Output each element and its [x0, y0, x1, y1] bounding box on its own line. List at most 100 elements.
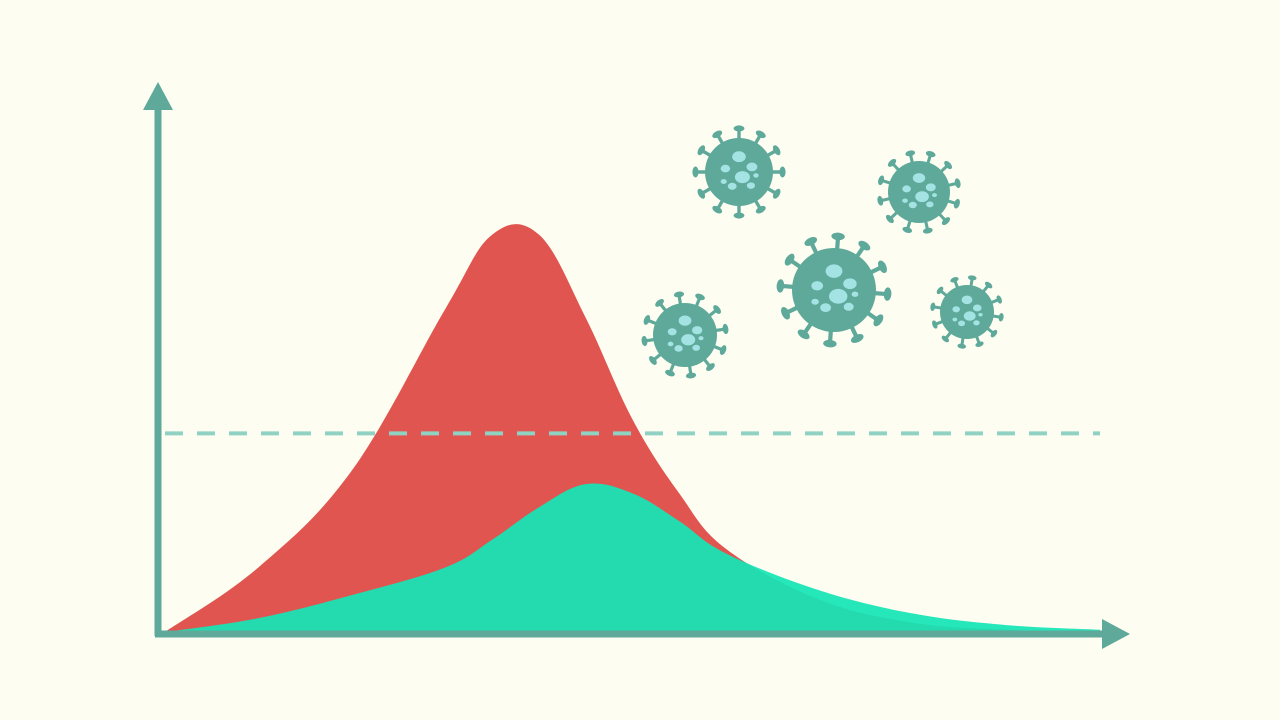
virus-spike-tip	[797, 329, 810, 340]
virus-spike-tip	[643, 315, 651, 325]
virus-spike-tip	[692, 166, 699, 178]
virus-spot	[734, 171, 750, 184]
virus-spike-tip	[877, 195, 884, 206]
virus-spike-tip	[673, 291, 685, 298]
virus-icon	[930, 275, 1004, 349]
virus-spot	[851, 291, 859, 297]
virus-spike-tip	[697, 188, 706, 199]
virus-spot	[753, 173, 759, 178]
virus-spot	[825, 264, 843, 278]
virus-spike-tip	[941, 217, 951, 226]
virus-spot	[912, 173, 926, 184]
virus-spike-tip	[950, 277, 959, 283]
virus-spike-tip	[957, 343, 967, 349]
virus-spike-tip	[953, 198, 960, 209]
virus-spot	[963, 311, 976, 321]
virus-spike-tip	[902, 226, 913, 233]
virus-spike-tip	[779, 166, 786, 178]
virus-spot	[681, 334, 696, 346]
virus-icon	[877, 150, 961, 234]
series-area-1	[165, 224, 1100, 633]
virus-spike-tip	[941, 335, 950, 343]
virus-spike-tip	[706, 363, 715, 371]
virus-spot	[843, 302, 854, 311]
axis-layer	[143, 82, 1130, 649]
virus-spot	[732, 151, 746, 163]
virus-spot	[820, 303, 832, 313]
virus-spike-tip	[877, 260, 887, 274]
virus-spot	[667, 341, 674, 347]
virus-spike-tip	[990, 329, 998, 338]
virus-spike-tip	[823, 339, 837, 348]
virus-spike-tip	[831, 232, 845, 241]
virus-spike-tip	[685, 372, 697, 379]
virus-spike-tip	[733, 125, 745, 132]
series-area-2	[165, 483, 1100, 632]
virus-spike-tip	[784, 253, 795, 266]
virus-spike-tip	[878, 175, 885, 186]
virus-spike-tip	[712, 205, 723, 214]
virus-spot	[720, 179, 727, 184]
virus-spike-tip	[885, 214, 894, 224]
virus-spike-tip	[954, 178, 961, 189]
virus-spot	[667, 328, 677, 336]
virus-spike-tip	[936, 286, 944, 295]
virus-spike-tip	[984, 281, 993, 289]
virus-spike-tip	[641, 335, 648, 347]
virus-spike-tip	[975, 341, 984, 347]
virus-spike-tip	[858, 240, 871, 251]
virus-spike-tip	[713, 305, 721, 314]
virus-spot	[973, 320, 980, 326]
series-layer	[165, 224, 1100, 633]
virus-spike-tip	[695, 293, 705, 301]
virus-spot	[692, 344, 701, 351]
virus-spike-tip	[873, 314, 884, 327]
virus-spike-tip	[733, 212, 745, 219]
virus-spot	[961, 295, 973, 305]
virus-spike-tip	[719, 345, 727, 355]
virus-spot	[698, 336, 704, 341]
virus-spike-tip	[905, 150, 916, 157]
virus-spike-tip	[883, 287, 892, 301]
virus-spike-tip	[755, 205, 766, 214]
virus-spike-tip	[655, 299, 664, 307]
virus-spot	[720, 164, 731, 173]
virus-spot	[811, 298, 819, 305]
virus-spot	[908, 201, 917, 209]
virus-spike-tip	[804, 237, 818, 247]
virus-spot	[915, 191, 929, 203]
virus-spike-tip	[922, 227, 933, 234]
virus-spike-tip	[755, 130, 766, 139]
virus-spike-tip	[776, 279, 785, 293]
virus-spike-tip	[712, 130, 723, 139]
virus-spot	[843, 278, 857, 290]
virus-spot	[811, 281, 824, 291]
virus-spot	[674, 345, 683, 352]
virus-icon	[641, 291, 729, 379]
virus-spot	[952, 317, 958, 322]
virus-spike-tip	[932, 320, 938, 329]
virus-spike-tip	[772, 145, 781, 156]
virus-spike-tip	[944, 160, 953, 170]
virus-spot	[746, 182, 755, 189]
virus-spike-tip	[697, 145, 706, 156]
virus-spot	[828, 288, 848, 304]
virus-spike-tip	[996, 295, 1002, 304]
virus-spike-tip	[887, 158, 897, 167]
virus-icon	[776, 232, 892, 348]
virus-icon	[692, 125, 786, 219]
virus-spot	[902, 198, 908, 203]
virus-spot	[692, 326, 703, 335]
virus-spot	[727, 182, 737, 190]
virus-spike-tip	[772, 188, 781, 199]
virus-spot	[902, 185, 911, 193]
virus-spot	[958, 320, 966, 327]
virus-spot	[926, 201, 934, 208]
virus-spot	[746, 162, 758, 172]
virus-spike-tip	[781, 306, 791, 320]
virus-spot	[972, 304, 982, 312]
virus-group	[641, 125, 1004, 379]
virus-spike-tip	[850, 333, 864, 343]
